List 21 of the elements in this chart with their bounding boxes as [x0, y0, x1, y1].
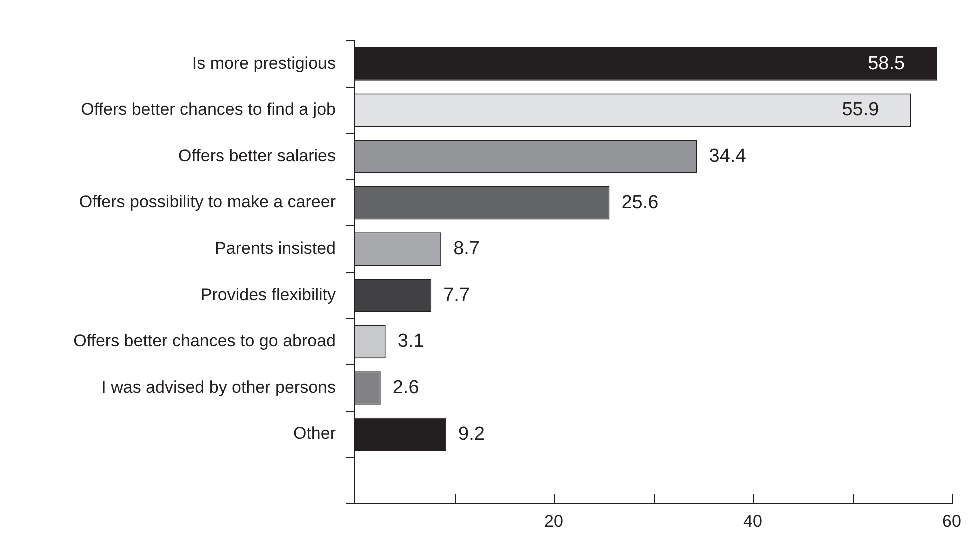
data-label: 2.6: [392, 377, 420, 398]
data-label: 34.4: [709, 146, 747, 167]
data-label: 8.7: [454, 238, 480, 260]
y-tick-label: Offers better chances to find a job: [81, 100, 336, 120]
y-tick-label: Provides flexibility: [200, 285, 336, 304]
y-tick-label: Offers better salaries: [178, 146, 336, 166]
x-tick-label: 60: [942, 512, 962, 531]
data-label: 55.9: [842, 100, 880, 121]
y-tick-label: Parents insisted: [215, 239, 336, 258]
y-tick-label: Is more prestigious: [192, 54, 336, 73]
data-label: 7.7: [444, 284, 470, 306]
data-label: 9.2: [458, 424, 485, 445]
y-tick-label: Other: [293, 424, 336, 444]
data-label: 25.6: [622, 192, 659, 214]
data-label: 3.1: [398, 331, 424, 352]
data-label: 58.5: [868, 53, 906, 74]
x-tick-label: 40: [744, 512, 762, 531]
y-tick-label: Offers possibility to make a career: [79, 192, 336, 212]
x-tick-label: 20: [544, 512, 564, 531]
y-tick-label: Offers better chances to go abroad: [74, 332, 336, 351]
y-tick-label: I was advised by other persons: [102, 378, 336, 397]
